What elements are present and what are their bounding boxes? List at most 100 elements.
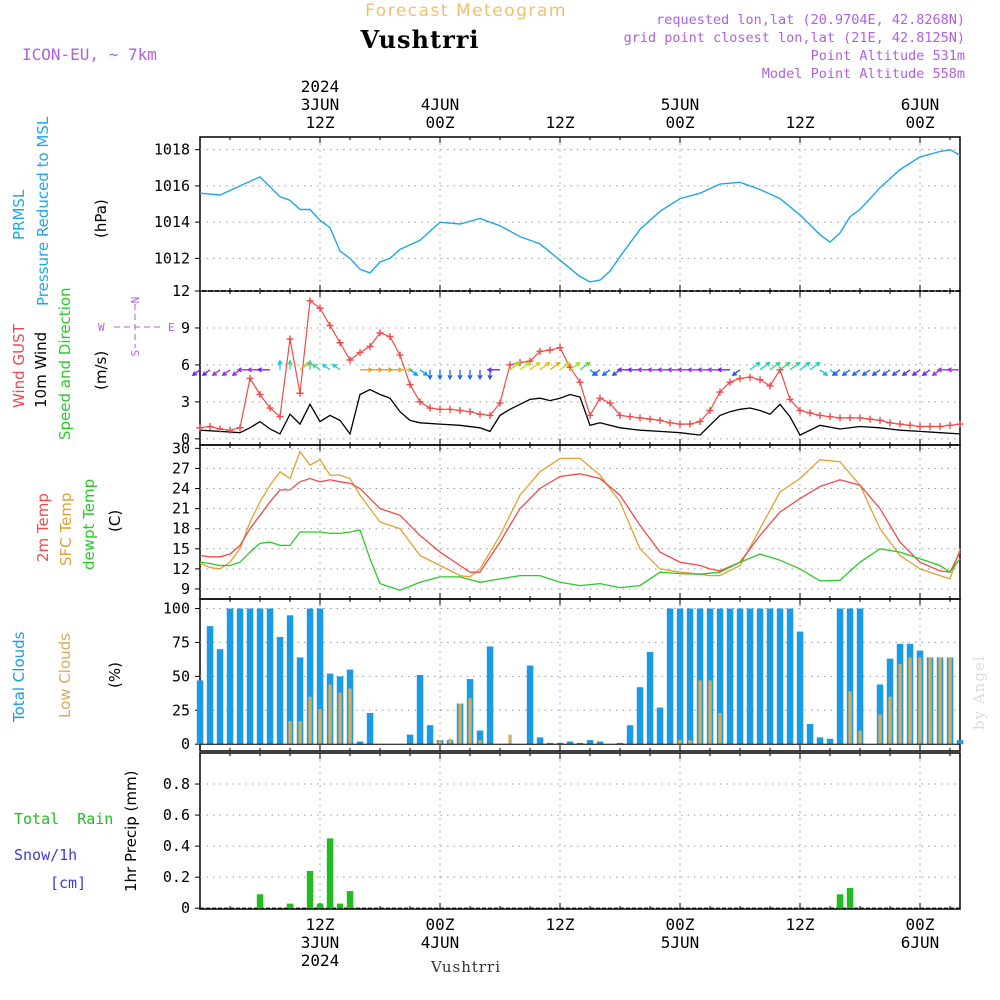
wind-panel: 0 3 6 9 12 bbox=[172, 282, 964, 448]
wind-gust-marker bbox=[896, 420, 904, 428]
total-cloud-bar bbox=[216, 649, 224, 745]
point-altitude: Point Altitude 531m bbox=[811, 48, 965, 64]
total-cloud-bar bbox=[206, 626, 214, 745]
wind-direction-arrow bbox=[427, 369, 433, 381]
pressure-label-1: PRMSL bbox=[10, 189, 28, 240]
low-cloud-bar bbox=[348, 688, 352, 745]
total-cloud-bar bbox=[836, 608, 844, 745]
total-cloud-bar bbox=[766, 608, 774, 745]
wind-direction-arrow bbox=[321, 363, 331, 371]
top-time-label: 00Z bbox=[426, 113, 455, 132]
wind-gust-marker bbox=[426, 404, 434, 412]
total-cloud-bar bbox=[556, 742, 564, 745]
temp-ytick-label: 9 bbox=[181, 580, 190, 598]
total-clouds-label: Total Clouds bbox=[10, 631, 28, 723]
wind-gust-marker bbox=[346, 356, 354, 364]
low-cloud-bar bbox=[448, 738, 452, 745]
total-cloud-bar bbox=[266, 608, 274, 745]
wind-gust-marker bbox=[556, 344, 564, 352]
temp-panel-labels: 2m Temp SFC Temp dewpt Temp (C) bbox=[34, 479, 124, 570]
wind-ytick-label: 6 bbox=[181, 356, 190, 374]
low-cloud-bar bbox=[878, 714, 882, 745]
rain-bar bbox=[836, 894, 844, 909]
compass-icon: N S W E bbox=[98, 297, 175, 357]
rain-bar bbox=[336, 903, 344, 909]
cloud-unit: (%) bbox=[106, 662, 124, 688]
wind-gust-marker bbox=[686, 420, 694, 428]
low-cloud-bar bbox=[468, 698, 472, 745]
low-cloud-bar bbox=[328, 684, 332, 745]
wind-gust-marker bbox=[676, 420, 684, 428]
prmsl-line bbox=[199, 148, 961, 283]
total-cloud-bar bbox=[736, 608, 744, 745]
wind-gust-marker bbox=[736, 374, 744, 382]
low-cloud-bar bbox=[438, 740, 442, 745]
wind-gust-marker bbox=[196, 424, 204, 432]
wind-direction-arrow bbox=[549, 361, 561, 371]
wind-direction-arrow bbox=[221, 369, 231, 376]
precip-panel-labels: Total Rain Snow/1h [cm] 1hr Precip (mm) bbox=[14, 771, 140, 892]
wind-direction-arrow bbox=[871, 369, 881, 376]
bottom-time-label: 4JUN bbox=[421, 933, 460, 952]
wind-gust-marker bbox=[276, 413, 284, 421]
low-cloud-bar bbox=[718, 713, 722, 745]
bottom-time-label: 2024 bbox=[301, 951, 340, 970]
total-cloud-bar bbox=[536, 737, 544, 745]
total-cloud-bar bbox=[636, 687, 644, 745]
wind-gust-marker bbox=[246, 374, 254, 382]
wind-direction-arrow bbox=[539, 361, 551, 371]
wind-gust-marker bbox=[266, 404, 274, 412]
top-time-label: 6JUN bbox=[901, 95, 940, 114]
wind-direction-arrow bbox=[519, 361, 531, 371]
wind-gust-marker bbox=[946, 421, 954, 429]
cloud-panel-labels: Total Clouds Low Clouds (%) bbox=[10, 631, 124, 723]
low-cloud-bar bbox=[318, 708, 322, 745]
watermark: by Angel bbox=[970, 655, 988, 730]
wind-direction-arrow bbox=[256, 367, 270, 373]
low-cloud-bar bbox=[938, 657, 942, 745]
wind-gust-marker bbox=[646, 415, 654, 423]
wind-gust-marker bbox=[586, 411, 594, 419]
wind-gust-label: Wind GUST bbox=[10, 323, 28, 408]
compass-w: W bbox=[98, 321, 105, 334]
low-clouds-label: Low Clouds bbox=[56, 633, 74, 718]
top-time-label: 12Z bbox=[306, 113, 335, 132]
bottom-time-label: 00Z bbox=[906, 915, 935, 934]
precip-panel: 0 0.2 0.4 0.6 0.8 bbox=[163, 752, 961, 917]
low-cloud-bar bbox=[898, 664, 902, 745]
wind-direction-arrow bbox=[749, 361, 761, 371]
total-cloud-bar bbox=[486, 646, 494, 745]
wind-gust-marker bbox=[836, 414, 844, 422]
wind-speed-dir-label: Speed and Direction bbox=[56, 287, 74, 440]
wind-gust-marker bbox=[286, 335, 294, 343]
wind-direction-arrow bbox=[759, 361, 771, 371]
wind-gust-marker bbox=[336, 339, 344, 347]
total-cloud-bar bbox=[956, 740, 964, 745]
wind-gust-marker bbox=[756, 376, 764, 384]
cloud-ytick-label: 25 bbox=[172, 701, 190, 719]
temp-dewpt-label: dewpt Temp bbox=[80, 479, 98, 570]
compass-s: S bbox=[129, 350, 142, 357]
bottom-time-label: 5JUN bbox=[661, 933, 700, 952]
wind-ytick-label: 9 bbox=[181, 319, 190, 337]
total-cloud-bar bbox=[546, 742, 554, 745]
top-time-label: 00Z bbox=[906, 113, 935, 132]
total-cloud-bar bbox=[726, 608, 734, 745]
wind-panel-labels: Wind GUST 10m Wind Speed and Direction (… bbox=[10, 287, 175, 440]
wind-direction-arrow bbox=[901, 369, 911, 376]
location-title: Vushtrri bbox=[360, 25, 480, 54]
wind-gust-marker bbox=[416, 398, 424, 406]
cloud-ytick-label: 50 bbox=[172, 667, 190, 685]
wind-direction-arrow bbox=[731, 369, 741, 376]
wind-gust-marker bbox=[726, 378, 734, 386]
total-cloud-bar bbox=[816, 737, 824, 745]
wind-gust-marker bbox=[746, 373, 754, 381]
total-cloud-bar bbox=[846, 608, 854, 745]
wind-10m-line bbox=[199, 388, 961, 436]
total-cloud-bar bbox=[796, 631, 804, 745]
total-cloud-bar bbox=[236, 608, 244, 745]
total-cloud-bar bbox=[576, 742, 584, 745]
wind-gust-marker bbox=[926, 423, 934, 431]
total-cloud-bar bbox=[316, 608, 324, 745]
